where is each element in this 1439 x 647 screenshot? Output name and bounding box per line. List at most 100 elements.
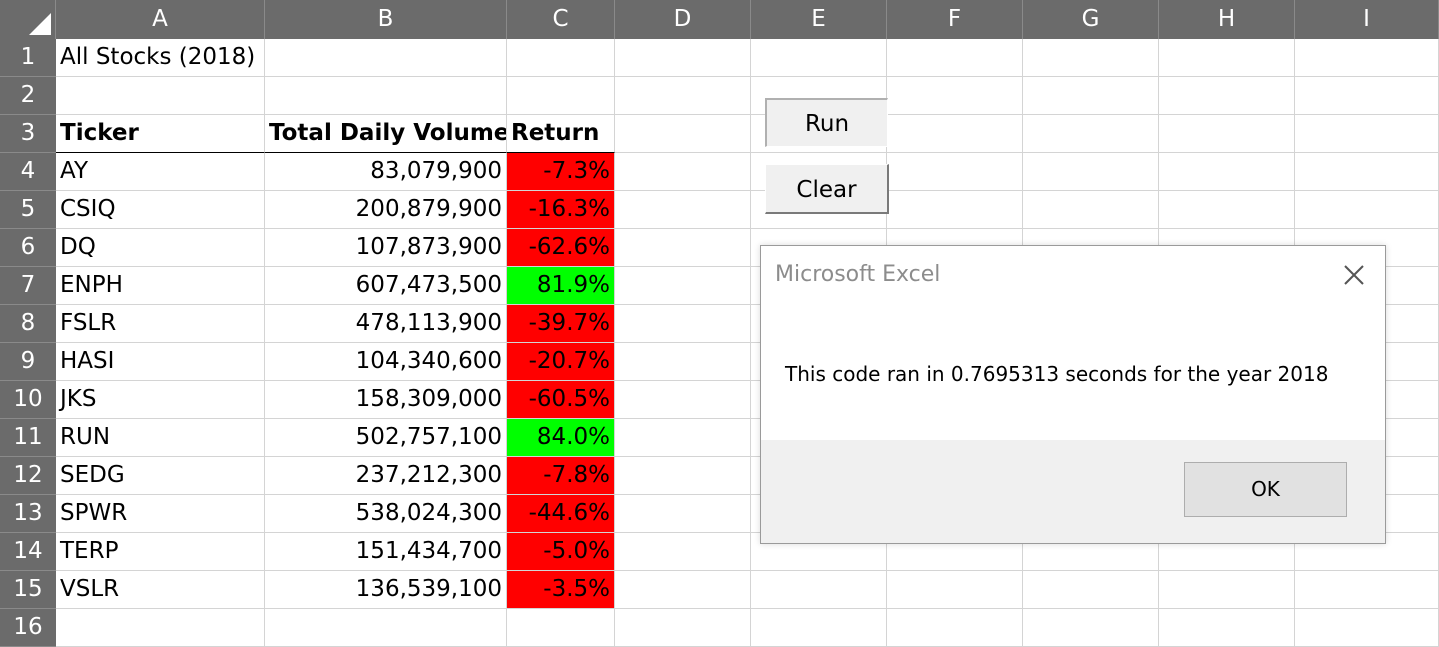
volume-cell[interactable]: 607,473,500 xyxy=(265,267,507,305)
row-header-10[interactable]: 10 xyxy=(0,381,56,419)
return-cell[interactable]: -20.7% xyxy=(507,343,615,381)
cell[interactable] xyxy=(751,609,887,647)
row-header-5[interactable]: 5 xyxy=(0,191,56,229)
ticker-cell[interactable]: RUN xyxy=(56,419,265,457)
volume-cell[interactable]: 151,434,700 xyxy=(265,533,507,571)
cell[interactable] xyxy=(615,39,751,77)
return-cell[interactable]: -3.5% xyxy=(507,571,615,609)
cell[interactable] xyxy=(1295,609,1439,647)
volume-cell[interactable]: 538,024,300 xyxy=(265,495,507,533)
cell[interactable] xyxy=(56,77,265,115)
cell[interactable] xyxy=(887,533,1023,571)
cell[interactable] xyxy=(615,229,751,267)
row-header-3[interactable]: 3 xyxy=(0,115,56,153)
cell[interactable] xyxy=(615,457,751,495)
cell[interactable] xyxy=(1159,153,1295,191)
cell[interactable] xyxy=(1023,39,1159,77)
volume-cell[interactable]: 104,340,600 xyxy=(265,343,507,381)
column-header-f[interactable]: F xyxy=(887,0,1023,39)
title-cell[interactable]: All Stocks (2018) xyxy=(56,39,265,77)
cell[interactable] xyxy=(615,381,751,419)
cell[interactable] xyxy=(1159,39,1295,77)
cell[interactable] xyxy=(1023,115,1159,153)
ticker-cell[interactable]: FSLR xyxy=(56,305,265,343)
volume-cell[interactable]: 478,113,900 xyxy=(265,305,507,343)
column-header-a[interactable]: A xyxy=(56,0,265,39)
cell[interactable] xyxy=(1023,153,1159,191)
cell[interactable] xyxy=(615,609,751,647)
cell[interactable] xyxy=(1159,77,1295,115)
return-cell[interactable]: -44.6% xyxy=(507,495,615,533)
cell[interactable] xyxy=(615,115,751,153)
return-cell[interactable]: -7.3% xyxy=(507,153,615,191)
cell[interactable] xyxy=(1159,115,1295,153)
row-header-12[interactable]: 12 xyxy=(0,457,56,495)
cell[interactable] xyxy=(1159,191,1295,229)
row-header-16[interactable]: 16 xyxy=(0,609,56,647)
cell[interactable] xyxy=(265,39,507,77)
cell[interactable] xyxy=(1023,77,1159,115)
row-header-15[interactable]: 15 xyxy=(0,571,56,609)
header-return[interactable]: Return xyxy=(507,115,615,153)
cell[interactable] xyxy=(507,609,615,647)
row-header-14[interactable]: 14 xyxy=(0,533,56,571)
row-header-11[interactable]: 11 xyxy=(0,419,56,457)
cell[interactable] xyxy=(265,609,507,647)
column-header-h[interactable]: H xyxy=(1159,0,1295,39)
return-cell[interactable]: -16.3% xyxy=(507,191,615,229)
cell[interactable] xyxy=(887,115,1023,153)
volume-cell[interactable]: 107,873,900 xyxy=(265,229,507,267)
cell[interactable] xyxy=(615,533,751,571)
run-button[interactable]: Run xyxy=(765,98,888,147)
column-header-c[interactable]: C xyxy=(507,0,615,39)
header-ticker[interactable]: Ticker xyxy=(56,115,265,153)
cell[interactable] xyxy=(887,571,1023,609)
ticker-cell[interactable]: AY xyxy=(56,153,265,191)
volume-cell[interactable]: 136,539,100 xyxy=(265,571,507,609)
volume-cell[interactable]: 158,309,000 xyxy=(265,381,507,419)
cell[interactable] xyxy=(887,39,1023,77)
cell[interactable] xyxy=(1295,77,1439,115)
column-header-g[interactable]: G xyxy=(1023,0,1159,39)
cell[interactable] xyxy=(615,77,751,115)
cell[interactable] xyxy=(1159,571,1295,609)
ticker-cell[interactable]: HASI xyxy=(56,343,265,381)
cell[interactable] xyxy=(1159,609,1295,647)
cell[interactable] xyxy=(1295,571,1439,609)
return-cell[interactable]: -7.8% xyxy=(507,457,615,495)
row-header-8[interactable]: 8 xyxy=(0,305,56,343)
ticker-cell[interactable]: VSLR xyxy=(56,571,265,609)
cell[interactable] xyxy=(1295,191,1439,229)
return-cell[interactable]: 84.0% xyxy=(507,419,615,457)
cell[interactable] xyxy=(887,609,1023,647)
cell[interactable] xyxy=(615,191,751,229)
cell[interactable] xyxy=(265,77,507,115)
cell[interactable] xyxy=(887,77,1023,115)
header-volume[interactable]: Total Daily Volume xyxy=(265,115,507,153)
cell[interactable] xyxy=(751,571,887,609)
ticker-cell[interactable]: DQ xyxy=(56,229,265,267)
close-icon[interactable] xyxy=(1341,262,1367,288)
select-all-corner[interactable] xyxy=(0,0,56,39)
cell[interactable] xyxy=(1159,533,1295,571)
cell[interactable] xyxy=(507,39,615,77)
row-header-9[interactable]: 9 xyxy=(0,343,56,381)
ticker-cell[interactable]: SPWR xyxy=(56,495,265,533)
cell[interactable] xyxy=(1295,39,1439,77)
cell[interactable] xyxy=(1023,609,1159,647)
cell[interactable] xyxy=(615,343,751,381)
return-cell[interactable]: 81.9% xyxy=(507,267,615,305)
cell[interactable] xyxy=(751,39,887,77)
cell[interactable] xyxy=(1023,191,1159,229)
cell[interactable] xyxy=(887,191,1023,229)
volume-cell[interactable]: 237,212,300 xyxy=(265,457,507,495)
ok-button[interactable]: OK xyxy=(1184,462,1347,517)
ticker-cell[interactable]: ENPH xyxy=(56,267,265,305)
clear-button[interactable]: Clear xyxy=(765,164,889,214)
row-header-2[interactable]: 2 xyxy=(0,77,56,115)
column-header-d[interactable]: D xyxy=(615,0,751,39)
volume-cell[interactable]: 200,879,900 xyxy=(265,191,507,229)
ticker-cell[interactable]: JKS xyxy=(56,381,265,419)
row-header-7[interactable]: 7 xyxy=(0,267,56,305)
column-header-e[interactable]: E xyxy=(751,0,887,39)
